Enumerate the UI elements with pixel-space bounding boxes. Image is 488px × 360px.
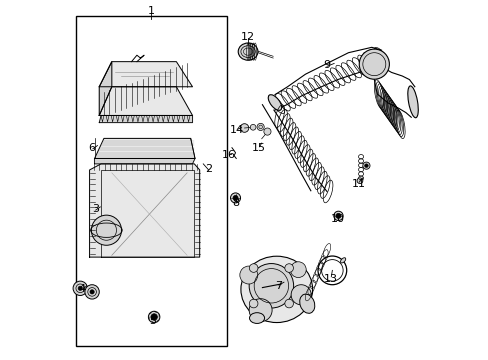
Circle shape	[73, 281, 87, 296]
Circle shape	[249, 264, 293, 308]
Circle shape	[290, 285, 310, 305]
Circle shape	[249, 299, 271, 321]
Polygon shape	[99, 87, 192, 116]
Text: 6: 6	[88, 143, 95, 153]
Circle shape	[364, 164, 367, 167]
Circle shape	[78, 286, 82, 291]
Text: 5: 5	[149, 316, 156, 325]
Circle shape	[362, 162, 369, 169]
Bar	[76, 16, 226, 346]
Circle shape	[285, 299, 293, 308]
Circle shape	[91, 215, 121, 245]
Text: 1: 1	[147, 6, 154, 16]
Ellipse shape	[299, 294, 314, 313]
Text: 14: 14	[230, 125, 244, 135]
Ellipse shape	[241, 256, 312, 323]
Circle shape	[257, 123, 264, 131]
Circle shape	[249, 299, 258, 308]
Circle shape	[264, 128, 270, 135]
Circle shape	[356, 178, 362, 184]
Text: 7: 7	[274, 281, 282, 291]
Ellipse shape	[407, 86, 417, 118]
Polygon shape	[94, 138, 195, 158]
Ellipse shape	[238, 43, 258, 60]
Ellipse shape	[249, 313, 264, 323]
Polygon shape	[99, 62, 192, 87]
Circle shape	[233, 195, 238, 201]
Polygon shape	[99, 62, 112, 116]
Circle shape	[285, 264, 293, 273]
Circle shape	[290, 262, 305, 278]
Text: 8: 8	[231, 198, 239, 208]
Text: 11: 11	[351, 179, 366, 189]
Text: 10: 10	[330, 215, 344, 224]
Circle shape	[151, 314, 157, 320]
Text: 9: 9	[323, 60, 330, 70]
Text: 12: 12	[241, 32, 255, 41]
Polygon shape	[89, 164, 199, 257]
Text: 15: 15	[251, 143, 265, 153]
Polygon shape	[94, 158, 195, 164]
Circle shape	[230, 193, 240, 203]
Ellipse shape	[340, 258, 345, 263]
Polygon shape	[99, 116, 192, 123]
Text: 2: 2	[204, 164, 212, 174]
Circle shape	[249, 264, 258, 273]
Text: 4: 4	[79, 284, 86, 294]
Circle shape	[148, 311, 160, 323]
Ellipse shape	[268, 95, 281, 111]
Text: 3: 3	[92, 204, 99, 214]
Text: 13: 13	[323, 274, 337, 284]
Circle shape	[250, 125, 255, 130]
Circle shape	[85, 285, 99, 299]
Circle shape	[240, 124, 248, 132]
Circle shape	[359, 49, 388, 79]
Circle shape	[239, 266, 257, 284]
Circle shape	[333, 211, 343, 221]
Circle shape	[335, 213, 340, 219]
Circle shape	[90, 290, 94, 294]
Text: 16: 16	[221, 150, 235, 160]
